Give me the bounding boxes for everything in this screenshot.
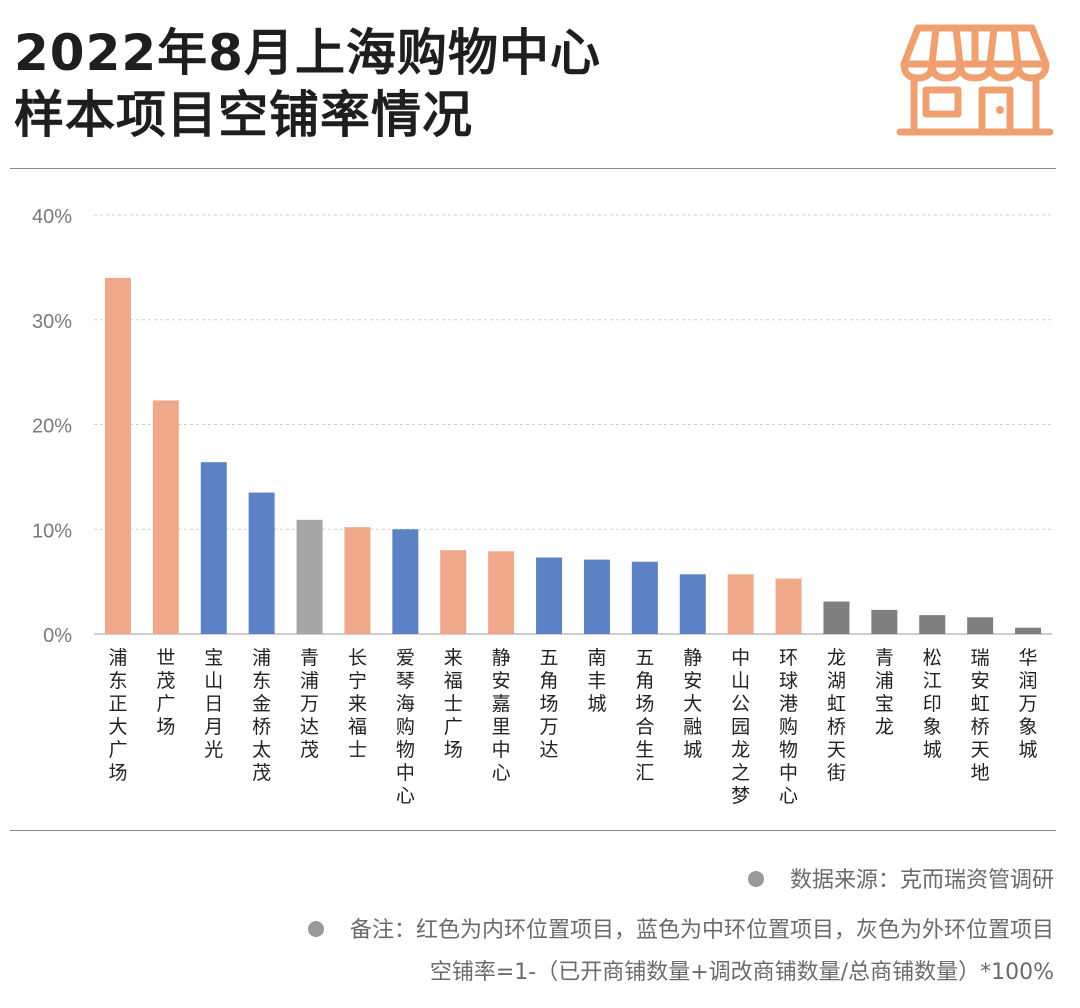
chart-title: 2022年8月上海购物中心 样本项目空铺率情况 — [14, 22, 601, 146]
category-label: 环球港购物中心 — [779, 647, 798, 807]
category-label: 浦东金桥太茂 — [252, 647, 271, 784]
bar — [919, 615, 946, 634]
y-tick-label: 40% — [32, 206, 72, 228]
note-line-2: 空铺率=1-（已开商铺数量+调改商铺数量/总商铺数量）*100% — [429, 960, 1054, 985]
category-label: 五角场合生汇 — [635, 647, 654, 784]
category-label: 五角场万达 — [540, 647, 559, 761]
bar — [775, 578, 802, 634]
category-label: 浦东正大广场 — [108, 647, 127, 784]
category-label: 青浦宝龙 — [875, 647, 894, 738]
source-text: 数据来源：克而瑞资管调研 — [789, 868, 1054, 893]
top-divider — [10, 168, 1056, 169]
y-tick-label: 30% — [32, 311, 72, 333]
bar — [823, 601, 850, 634]
bullet-icon — [747, 871, 764, 887]
storefront-icon — [896, 24, 1054, 136]
category-label: 南丰城 — [587, 647, 606, 715]
note-text-1: 备注：红色为内环位置项目，蓝色为中环位置项目，灰色为外环位置项目 — [349, 918, 1054, 943]
bottom-divider — [10, 830, 1056, 831]
bar — [631, 561, 658, 634]
category-label: 瑞安虹桥天地 — [971, 647, 990, 784]
bar — [583, 559, 610, 634]
category-label: 长宁来福士 — [348, 647, 367, 761]
bar — [1015, 627, 1042, 634]
category-label: 龙湖虹桥天街 — [827, 647, 846, 784]
y-tick-label: 20% — [32, 416, 72, 438]
bar — [536, 557, 563, 634]
title-line-1: 2022年8月上海购物中心 — [14, 24, 601, 82]
bar — [392, 529, 419, 634]
y-tick-label: 0% — [43, 625, 72, 647]
bar — [871, 609, 898, 634]
category-label: 青浦万达茂 — [300, 647, 319, 761]
bar — [296, 519, 323, 634]
bar — [344, 527, 371, 634]
data-source: 数据来源：克而瑞资管调研 — [747, 862, 1054, 894]
category-label: 静安嘉里中心 — [492, 647, 511, 784]
category-label: 松江印象城 — [923, 647, 942, 761]
category-label: 静安大融城 — [683, 647, 702, 761]
category-label: 宝山日月光 — [204, 647, 223, 761]
bar — [727, 574, 754, 634]
bar — [967, 617, 994, 634]
bar — [152, 400, 179, 634]
bar — [200, 462, 227, 634]
bar — [679, 574, 706, 634]
title-line-2: 样本项目空铺率情况 — [14, 86, 473, 144]
category-label: 爱琴海购物中心 — [396, 647, 415, 807]
bullet-icon — [307, 921, 324, 937]
bar — [104, 277, 131, 634]
y-tick-label: 10% — [32, 520, 72, 542]
category-label: 华润万象城 — [1019, 647, 1038, 761]
bar — [488, 551, 515, 634]
bar — [440, 550, 467, 634]
category-label: 中山公园龙之梦 — [731, 647, 750, 807]
category-label: 来福士广场 — [444, 647, 463, 761]
category-label: 世茂广场 — [156, 647, 175, 738]
note-line-1: 备注：红色为内环位置项目，蓝色为中环位置项目，灰色为外环位置项目 — [307, 912, 1054, 944]
bar — [248, 492, 275, 634]
bar-chart: 0% 10% 20% 30% 40% 浦东正大广场 世茂广场 宝山日月光 浦东金桥太茂 青浦万达茂… — [32, 206, 1052, 807]
